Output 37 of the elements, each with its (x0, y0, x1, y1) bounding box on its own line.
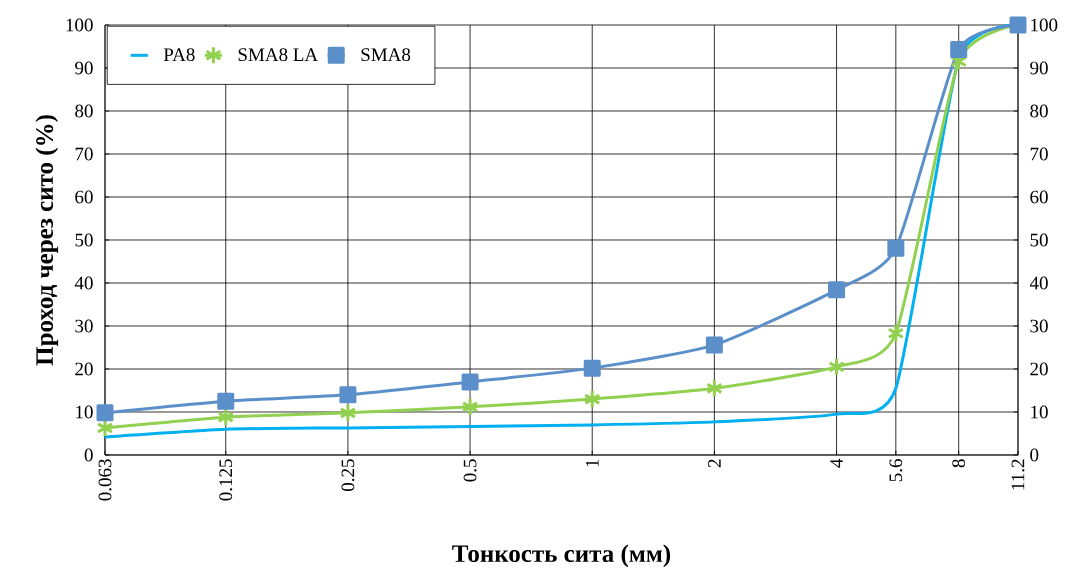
x-tick-label: 4 (830, 458, 843, 468)
y2-tick-label: 20 (1030, 362, 1048, 376)
y2-tick-label: 100 (1031, 18, 1058, 32)
y-tick-label: 10 (76, 405, 93, 419)
y-tick-label: 0 (84, 448, 93, 462)
y-tick-label: 90 (75, 61, 93, 75)
x-tick-label: 0.5 (463, 459, 477, 482)
y-axis-title: Проход через сито (%) (35, 115, 59, 366)
x-tick-label: 5.6 (889, 459, 903, 482)
y2-tick-label: 30 (1030, 319, 1048, 333)
y2-tick-label: 10 (1031, 405, 1048, 419)
y-tick-label: 60 (75, 190, 93, 204)
y2-tick-label: 60 (1030, 190, 1048, 204)
legend-label: PA8 (163, 48, 195, 62)
x-tick-label: 8 (952, 459, 966, 468)
y2-tick-label: 40 (1029, 276, 1048, 290)
x-axis-title: Тонкость сита (мм) (452, 544, 671, 568)
y-tick-label: 30 (75, 319, 93, 333)
legend-label: SMA8 (361, 48, 411, 62)
x-tick-label: 2 (708, 459, 721, 468)
y-tick-label: 100 (66, 18, 93, 32)
y2-tick-label: 80 (1030, 104, 1048, 118)
y2-tick-label: 70 (1030, 147, 1048, 161)
y-tick-label: 20 (75, 362, 93, 376)
x-tick-label: 0.063 (98, 459, 112, 501)
x-tick-label: 0.125 (219, 459, 233, 501)
y-tick-label: 80 (75, 104, 93, 118)
y2-tick-label: 0 (1030, 448, 1039, 462)
y2-tick-label: 50 (1030, 233, 1048, 247)
y-tick-label: 50 (75, 233, 93, 247)
x-tick-label: 11.2 (1011, 459, 1025, 490)
y2-tick-label: 90 (1030, 61, 1048, 75)
y-tick-label: 70 (75, 147, 93, 161)
x-tick-label: 0.25 (341, 459, 355, 492)
x-tick-label: 1 (585, 459, 599, 467)
legend-label: SMA8 LA (238, 48, 318, 62)
y-tick-label: 40 (74, 276, 93, 290)
